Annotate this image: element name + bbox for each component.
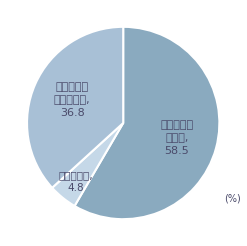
- Wedge shape: [52, 123, 123, 206]
- Text: デスクトッ
プパソコン,
36.8: デスクトッ プパソコン, 36.8: [54, 82, 91, 118]
- Text: (%): (%): [224, 193, 241, 203]
- Text: タブレット,
4.8: タブレット, 4.8: [59, 170, 93, 193]
- Text: ノート型パ
ソコン,
58.5: ノート型パ ソコン, 58.5: [161, 120, 194, 155]
- Wedge shape: [75, 27, 219, 219]
- Wedge shape: [27, 27, 123, 188]
